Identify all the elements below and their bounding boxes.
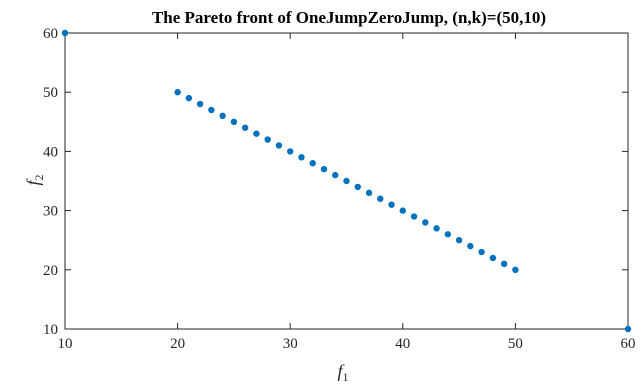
data-point	[467, 242, 474, 250]
data-point	[185, 94, 193, 102]
data-point	[365, 189, 373, 197]
data-point	[433, 225, 440, 232]
data-point	[275, 142, 283, 149]
data-point	[489, 254, 497, 262]
x-tick-label: 20	[170, 336, 185, 352]
data-point	[410, 213, 418, 220]
data-point	[241, 124, 249, 131]
data-point	[174, 89, 181, 96]
data-point	[196, 100, 204, 108]
x-tick-label: 60	[621, 336, 636, 352]
data-point	[287, 148, 294, 155]
data-point	[377, 195, 384, 202]
x-axis-label: f1	[337, 361, 348, 384]
data-point	[422, 219, 429, 226]
y-tick-label: 30	[43, 204, 58, 220]
data-point	[512, 266, 519, 273]
data-point	[230, 118, 238, 126]
x-tick-label: 40	[395, 336, 410, 352]
y-tick-label: 40	[43, 144, 58, 160]
data-point	[253, 130, 260, 137]
x-tick-label: 30	[283, 336, 298, 352]
data-point	[354, 183, 361, 191]
data-point	[298, 154, 305, 161]
data-point	[399, 207, 406, 214]
data-point	[388, 201, 395, 208]
data-point	[478, 248, 485, 256]
x-tick-label: 10	[58, 336, 73, 352]
data-points	[61, 29, 632, 333]
chart-title: The Pareto front of OneJumpZeroJump, (n,…	[152, 8, 546, 27]
data-point	[624, 325, 632, 333]
data-point	[332, 171, 339, 179]
data-point	[455, 237, 463, 244]
data-point	[343, 177, 350, 185]
y-axis-label: f2	[23, 174, 46, 185]
data-point	[500, 260, 508, 268]
plot-frame	[64, 32, 629, 330]
y-tick-label: 10	[43, 322, 58, 338]
y-tick-label: 50	[43, 85, 58, 101]
y-axis: 10 20 30 40 50 60	[43, 26, 628, 338]
data-point	[219, 112, 226, 120]
data-point	[208, 106, 215, 114]
data-point	[309, 160, 316, 167]
y-tick-label: 20	[43, 263, 58, 279]
x-tick-label: 50	[508, 336, 523, 352]
y-tick-label: 60	[43, 26, 58, 42]
data-point	[264, 136, 271, 143]
data-point	[444, 231, 452, 238]
y-axis-label-group: f2	[23, 174, 46, 185]
data-point	[320, 165, 328, 173]
data-point	[61, 29, 69, 37]
x-axis: 10 20 30 40 50 60	[58, 33, 636, 352]
